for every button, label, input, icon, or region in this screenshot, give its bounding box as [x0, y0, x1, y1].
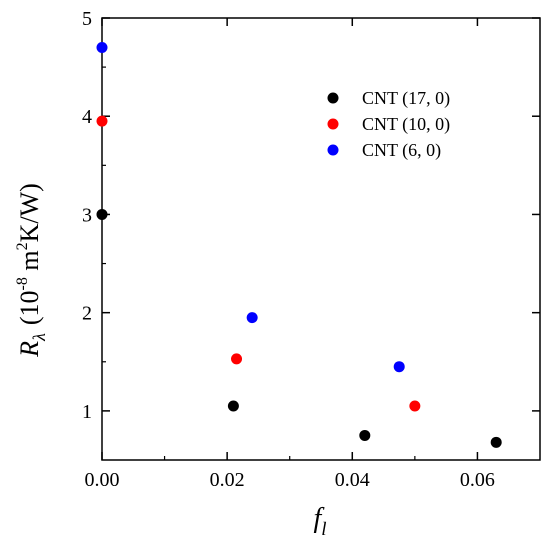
- legend-marker: [327, 144, 339, 156]
- y-axis-title-exp2: 2: [14, 242, 31, 250]
- data-point-series-1: [96, 208, 108, 220]
- y-tick-label: 1: [82, 401, 92, 423]
- data-point-series-3: [393, 361, 405, 373]
- x-tick-label: 0.00: [85, 469, 120, 491]
- data-points: [96, 41, 502, 448]
- data-point-series-3: [246, 312, 258, 324]
- x-tick-label: 0.04: [335, 469, 370, 491]
- y-tick-label: 5: [82, 8, 92, 30]
- data-point-series-1: [490, 436, 502, 448]
- y-tick-label: 3: [82, 204, 92, 226]
- legend-marker: [327, 118, 339, 130]
- x-tick-label: 0.06: [460, 469, 495, 491]
- data-point-series-2: [96, 115, 108, 127]
- data-point-series-3: [96, 41, 108, 53]
- data-point-series-2: [231, 353, 243, 365]
- y-axis-title-subscript: λ: [29, 333, 49, 342]
- x-tick-label: 0.02: [210, 469, 245, 491]
- data-point-series-2: [409, 400, 421, 412]
- legend: CNT (17, 0) CNT (10, 0) CNT (6, 0): [327, 88, 450, 161]
- legend-marker: [327, 92, 339, 104]
- data-point-series-1: [359, 429, 371, 441]
- axis-ticks: 0.00 0.02 0.04 0.06 1 2 3 4 5: [82, 8, 540, 491]
- y-axis-title-mid: m: [15, 250, 44, 277]
- y-axis-title-close: K/W): [15, 183, 44, 242]
- x-axis-title-subscript: l: [321, 519, 326, 540]
- plot-frame: [101, 17, 541, 461]
- y-axis-title-symbol: R: [15, 341, 44, 358]
- legend-label: CNT (10, 0): [362, 114, 450, 135]
- y-axis-title-open: (10: [15, 290, 44, 325]
- y-axis-title-exp1: -8: [14, 277, 31, 290]
- legend-label: CNT (6, 0): [362, 140, 441, 161]
- y-axis-title: Rλ (10-8 m2K/W): [14, 183, 49, 358]
- y-tick-label: 2: [82, 303, 92, 325]
- data-point-series-1: [227, 400, 239, 412]
- plot-area-border: [101, 17, 541, 461]
- y-tick-label: 4: [82, 106, 92, 128]
- legend-label: CNT (17, 0): [362, 88, 450, 109]
- x-axis-title-base: f: [313, 503, 324, 534]
- x-axis-title: fl: [313, 503, 326, 540]
